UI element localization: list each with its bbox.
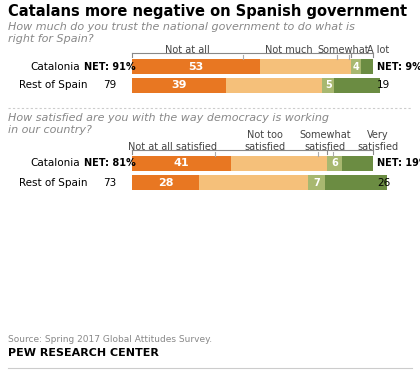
Text: Not at all: Not at all	[165, 45, 210, 55]
Bar	[323, 78, 334, 93]
Bar	[260, 59, 351, 74]
Text: 4: 4	[353, 62, 360, 71]
Bar	[132, 59, 260, 74]
Bar	[325, 175, 388, 190]
Text: Somewhat
satisfied: Somewhat satisfied	[299, 130, 351, 152]
Text: 53: 53	[188, 62, 204, 71]
Bar	[351, 59, 361, 74]
Text: 6: 6	[331, 158, 338, 168]
Bar	[132, 78, 226, 93]
Text: 26: 26	[377, 177, 390, 187]
Text: Not at all satisfied: Not at all satisfied	[129, 142, 218, 152]
Text: Source: Spring 2017 Global Attitudes Survey.: Source: Spring 2017 Global Attitudes Sur…	[8, 335, 212, 344]
Bar	[226, 78, 323, 93]
Text: Not too
satisfied: Not too satisfied	[244, 130, 285, 152]
Text: How much do you trust the national government to do what is
right for Spain?: How much do you trust the national gover…	[8, 22, 355, 44]
Text: NET: 81%: NET: 81%	[84, 158, 136, 168]
Text: NET: 91%: NET: 91%	[84, 62, 136, 71]
Bar	[231, 156, 327, 171]
Bar	[132, 156, 231, 171]
Text: Catalonia: Catalonia	[30, 158, 80, 168]
Bar	[308, 175, 325, 190]
Text: How satisfied are you with the way democracy is working
in our country?: How satisfied are you with the way democ…	[8, 113, 329, 135]
Text: Catalans more negative on Spanish government: Catalans more negative on Spanish govern…	[8, 4, 407, 19]
Text: A lot: A lot	[367, 45, 389, 55]
Text: 79: 79	[103, 81, 117, 90]
Bar	[334, 78, 380, 93]
Text: Rest of Spain: Rest of Spain	[19, 81, 87, 90]
Bar	[342, 156, 373, 171]
Text: Somewhat: Somewhat	[317, 45, 369, 55]
Text: Catalonia: Catalonia	[30, 62, 80, 71]
Text: Not much: Not much	[265, 45, 312, 55]
Text: NET: 9%: NET: 9%	[377, 62, 420, 71]
Text: 19: 19	[377, 81, 390, 90]
Text: 28: 28	[158, 177, 173, 187]
Text: Very
satisfied: Very satisfied	[357, 130, 399, 152]
Text: 5: 5	[325, 81, 332, 90]
Bar	[200, 175, 308, 190]
Bar	[132, 175, 200, 190]
Text: Rest of Spain: Rest of Spain	[19, 177, 87, 187]
Bar	[361, 59, 373, 74]
Text: 73: 73	[103, 177, 117, 187]
Text: NET: 19%: NET: 19%	[377, 158, 420, 168]
Bar	[327, 156, 342, 171]
Text: 39: 39	[171, 81, 187, 90]
Text: PEW RESEARCH CENTER: PEW RESEARCH CENTER	[8, 348, 159, 358]
Text: 7: 7	[313, 177, 320, 187]
Text: 41: 41	[173, 158, 189, 168]
